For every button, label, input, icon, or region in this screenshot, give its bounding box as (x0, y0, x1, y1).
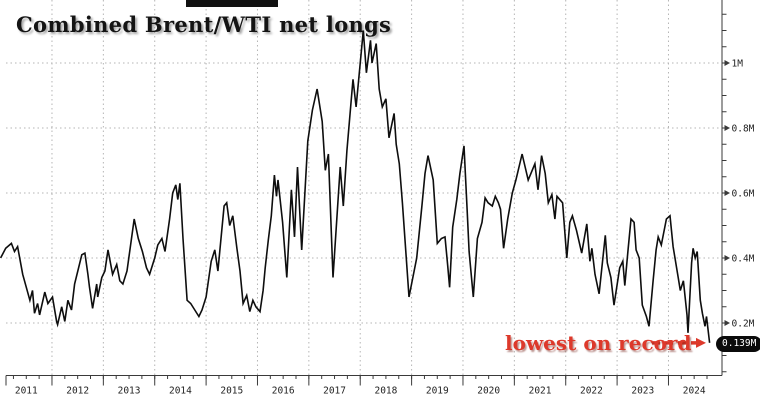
y-axis-ticks: 0.2M 0.4M 0.6M 0.8M 1M (722, 13, 755, 373)
cropped-header-bar (186, 0, 278, 7)
x-tick-label: 2021 (529, 386, 552, 397)
chart-title: Combined Brent/WTI net longs (16, 12, 392, 37)
y-tick-label: 1M (732, 59, 744, 70)
x-tick-label: 2018 (374, 386, 397, 397)
x-tick-label: 2011 (15, 386, 38, 397)
y-tick-arrow-icon (724, 320, 730, 326)
x-axis-ticks: 2011 2012 2013 2014 2015 2016 2017 2018 2019 2020… (5, 375, 708, 397)
annotation-arrow-icon (652, 337, 706, 348)
grid-lines (6, 0, 722, 376)
x-tick-label: 2019 (426, 386, 449, 397)
x-tick-label: 2012 (66, 386, 89, 397)
x-tick-label: 2024 (683, 386, 706, 397)
x-tick-label: 2016 (272, 386, 295, 397)
x-tick-label: 2017 (323, 386, 346, 397)
x-tick-label: 2023 (631, 386, 654, 397)
y-tick-arrow-icon (724, 125, 730, 131)
axes (6, 0, 723, 376)
x-tick-label: 2022 (580, 386, 603, 397)
x-tick-label: 2020 (477, 386, 500, 397)
y-tick-label: 0.4M (732, 254, 755, 265)
x-tick-label: 2015 (220, 386, 243, 397)
x-tick-label: 2014 (169, 386, 192, 397)
x-tick-label: 2013 (118, 386, 141, 397)
y-tick-label: 0.2M (732, 319, 755, 330)
last-value-badge: 0.139M (716, 336, 760, 352)
y-tick-label: 0.8M (732, 124, 755, 135)
y-tick-arrow-icon (724, 190, 730, 196)
y-tick-arrow-icon (724, 255, 730, 261)
y-tick-label: 0.6M (732, 189, 755, 200)
y-tick-arrow-icon (724, 60, 730, 66)
lowest-on-record-label: lowest on record (505, 331, 692, 355)
net-longs-line (0, 30, 711, 343)
